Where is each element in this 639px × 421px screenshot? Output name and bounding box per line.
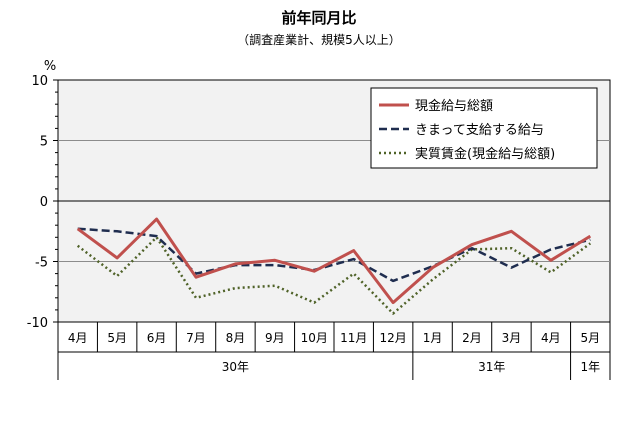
chart-subtitle: （調査産業計、規模5人以上） bbox=[237, 32, 401, 47]
y-axis-unit: % bbox=[44, 59, 56, 74]
series-line-2 bbox=[77, 227, 591, 283]
x-tick-label: 11月 bbox=[340, 331, 367, 345]
legend-label: 現金給与総額 bbox=[415, 98, 493, 114]
legend-label: きまって支給する給与 bbox=[415, 123, 544, 138]
x-group-label: 30年 bbox=[222, 360, 249, 374]
x-tick-label: 2月 bbox=[462, 331, 482, 345]
x-tick-label: 7月 bbox=[186, 331, 206, 345]
series-line-3 bbox=[76, 236, 592, 315]
x-tick-label: 12月 bbox=[380, 331, 407, 345]
x-tick-label: 4月 bbox=[541, 331, 561, 345]
x-tick-label: 3月 bbox=[502, 331, 522, 345]
y-tick-label: -10 bbox=[27, 316, 48, 331]
series-line-1 bbox=[76, 217, 592, 305]
x-group-label: 1年 bbox=[580, 360, 600, 374]
x-tick-label: 5月 bbox=[580, 331, 600, 345]
x-tick-label: 10月 bbox=[301, 331, 328, 345]
x-group-label: 31年 bbox=[478, 360, 505, 374]
x-tick-label: 4月 bbox=[68, 331, 88, 345]
chart-title: 前年同月比 bbox=[281, 9, 356, 27]
x-tick-label: 5月 bbox=[107, 331, 127, 345]
x-tick-label: 1月 bbox=[423, 331, 443, 345]
y-axis-ticks: 10 5 0 -5 -10 bbox=[27, 74, 58, 331]
y-tick-label: 5 bbox=[40, 135, 48, 150]
x-tick-label: 6月 bbox=[147, 331, 167, 345]
series-lines bbox=[76, 217, 592, 315]
y-tick-label: -5 bbox=[35, 256, 48, 271]
x-tick-label: 8月 bbox=[226, 331, 246, 345]
y-tick-label: 10 bbox=[31, 74, 48, 89]
legend-label: 実質賃金(現金給与総額) bbox=[415, 146, 555, 162]
x-axis: 4月 5月 6月 7月 8月 9月 10月 11月 12月 1月 2月 3月 4月 5月 30年 31年 1年 bbox=[57, 322, 611, 380]
y-tick-label: 0 bbox=[40, 195, 48, 210]
x-tick-label: 9月 bbox=[265, 331, 285, 345]
